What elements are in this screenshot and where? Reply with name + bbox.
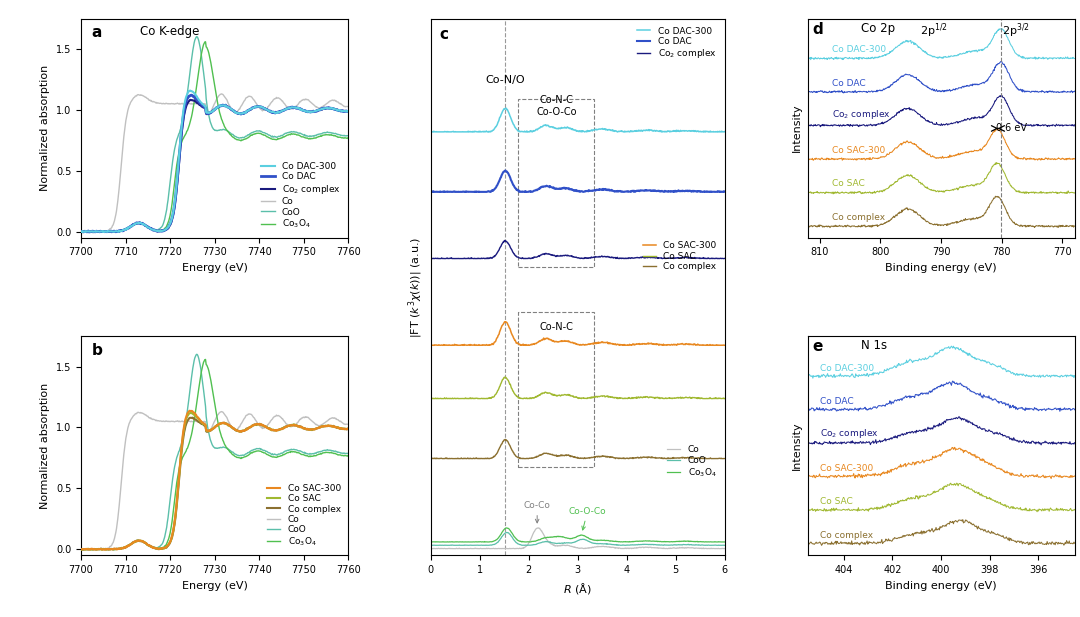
Y-axis label: Normalized absorption: Normalized absorption bbox=[40, 65, 51, 191]
Text: Co SAC: Co SAC bbox=[820, 497, 852, 507]
Text: b: b bbox=[92, 343, 103, 358]
Text: Co K-edge: Co K-edge bbox=[139, 25, 199, 38]
X-axis label: $R$ (Å): $R$ (Å) bbox=[564, 581, 592, 595]
Y-axis label: |FT ($k^3\chi(k)$)| (a.u.): |FT ($k^3\chi(k)$)| (a.u.) bbox=[407, 236, 426, 337]
Legend: Co DAC-300, Co DAC, Co$_2$ complex, Co, CoO, Co$_3$O$_4$: Co DAC-300, Co DAC, Co$_2$ complex, Co, … bbox=[258, 159, 343, 233]
Legend: Co, CoO, Co$_3$O$_4$: Co, CoO, Co$_3$O$_4$ bbox=[663, 442, 720, 482]
Y-axis label: Intensity: Intensity bbox=[792, 104, 802, 152]
Text: 2p$^{1/2}$: 2p$^{1/2}$ bbox=[920, 22, 947, 40]
Text: N 1s: N 1s bbox=[861, 339, 887, 352]
Text: Co-N-C
Co-O-Co: Co-N-C Co-O-Co bbox=[536, 95, 577, 117]
Text: Co-Co: Co-Co bbox=[524, 501, 551, 523]
X-axis label: Binding energy (eV): Binding energy (eV) bbox=[886, 263, 997, 273]
Text: Co SAC-300: Co SAC-300 bbox=[832, 146, 885, 155]
Text: e: e bbox=[813, 339, 823, 355]
Text: Co-O-Co: Co-O-Co bbox=[569, 507, 606, 530]
Text: Co DAC: Co DAC bbox=[832, 78, 865, 88]
Text: Co complex: Co complex bbox=[832, 213, 885, 222]
Text: Co DAC: Co DAC bbox=[820, 397, 853, 406]
Text: 0.6 eV: 0.6 eV bbox=[996, 123, 1027, 133]
Text: c: c bbox=[440, 27, 448, 41]
Text: 2p$^{3/2}$: 2p$^{3/2}$ bbox=[1002, 22, 1030, 40]
Text: Co SAC: Co SAC bbox=[832, 180, 864, 188]
X-axis label: Energy (eV): Energy (eV) bbox=[181, 263, 247, 273]
Text: Co$_2$ complex: Co$_2$ complex bbox=[832, 108, 891, 121]
Y-axis label: Normalized absorption: Normalized absorption bbox=[40, 383, 51, 509]
X-axis label: Binding energy (eV): Binding energy (eV) bbox=[886, 581, 997, 590]
Text: Co DAC-300: Co DAC-300 bbox=[820, 363, 874, 373]
X-axis label: Energy (eV): Energy (eV) bbox=[181, 581, 247, 590]
Text: a: a bbox=[92, 25, 102, 40]
Bar bbox=[518, 312, 594, 466]
Text: Co 2p: Co 2p bbox=[861, 22, 895, 35]
Text: Co$_2$ complex: Co$_2$ complex bbox=[820, 426, 879, 439]
Text: Co-N-C: Co-N-C bbox=[539, 322, 573, 332]
Y-axis label: Intensity: Intensity bbox=[792, 421, 802, 470]
Text: Co complex: Co complex bbox=[820, 531, 873, 540]
Text: Co-N/O: Co-N/O bbox=[486, 75, 525, 85]
Text: Co DAC-300: Co DAC-300 bbox=[832, 45, 886, 54]
Text: Co SAC-300: Co SAC-300 bbox=[820, 464, 873, 473]
Text: d: d bbox=[813, 22, 824, 37]
Legend: Co SAC-300, Co SAC, Co complex, Co, CoO, Co$_3$O$_4$: Co SAC-300, Co SAC, Co complex, Co, CoO,… bbox=[265, 481, 343, 551]
Bar bbox=[518, 99, 594, 267]
